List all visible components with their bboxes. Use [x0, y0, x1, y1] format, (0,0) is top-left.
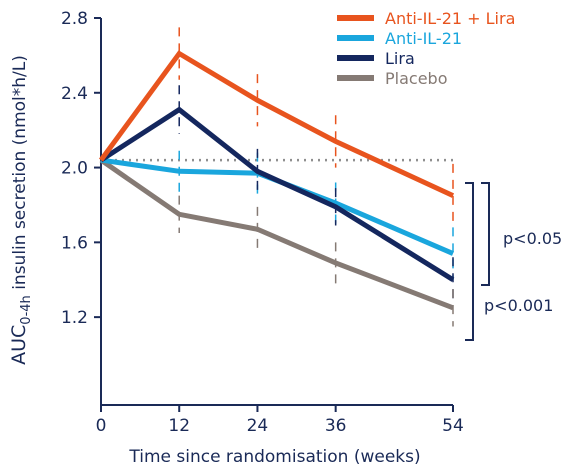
legend-label: Anti-IL-21: [385, 29, 462, 48]
x-axis-title: Time since randomisation (weeks): [128, 447, 420, 467]
x-tick-label: 54: [442, 416, 464, 436]
significance-brackets: p<0.05 p<0.001: [465, 182, 562, 341]
y-tick-label: 1.6: [61, 233, 88, 253]
x-tick-label: 36: [325, 416, 347, 436]
series-line: [99, 158, 454, 311]
y-axis: 1.2 1.6 2.0 2.4 2.8: [61, 9, 102, 405]
x-tick-label: 24: [247, 416, 269, 436]
y-tick-label: 2.8: [61, 9, 88, 29]
x-tick-label: 0: [96, 416, 107, 436]
legend-label: Anti-IL-21 + Lira: [385, 9, 515, 28]
y-axis-title: AUC0-4h insulin secretion (nmol*h/L): [8, 55, 34, 365]
y-tick-label: 2.4: [61, 84, 88, 104]
series-line: [98, 50, 455, 198]
y-tick-label: 1.2: [61, 308, 88, 328]
y-axis-title-rest: insulin secretion (nmol*h/L): [10, 55, 30, 295]
y-axis-title-main: AUC: [8, 325, 30, 365]
annotation-p005: p<0.05: [503, 229, 562, 248]
bracket-p005: [481, 182, 490, 286]
series-line: [99, 106, 455, 282]
y-axis-title-sub: 0-4h: [19, 295, 34, 324]
y-tick-label: 2.0: [61, 159, 88, 179]
annotation-p0001: p<0.001: [484, 296, 553, 315]
legend-label: Placebo: [385, 69, 447, 88]
legend-label: Lira: [385, 49, 415, 68]
x-tick-label: 12: [168, 416, 190, 436]
x-axis: 0 12 24 36 54: [96, 404, 464, 436]
bracket-p0001: [465, 182, 474, 341]
